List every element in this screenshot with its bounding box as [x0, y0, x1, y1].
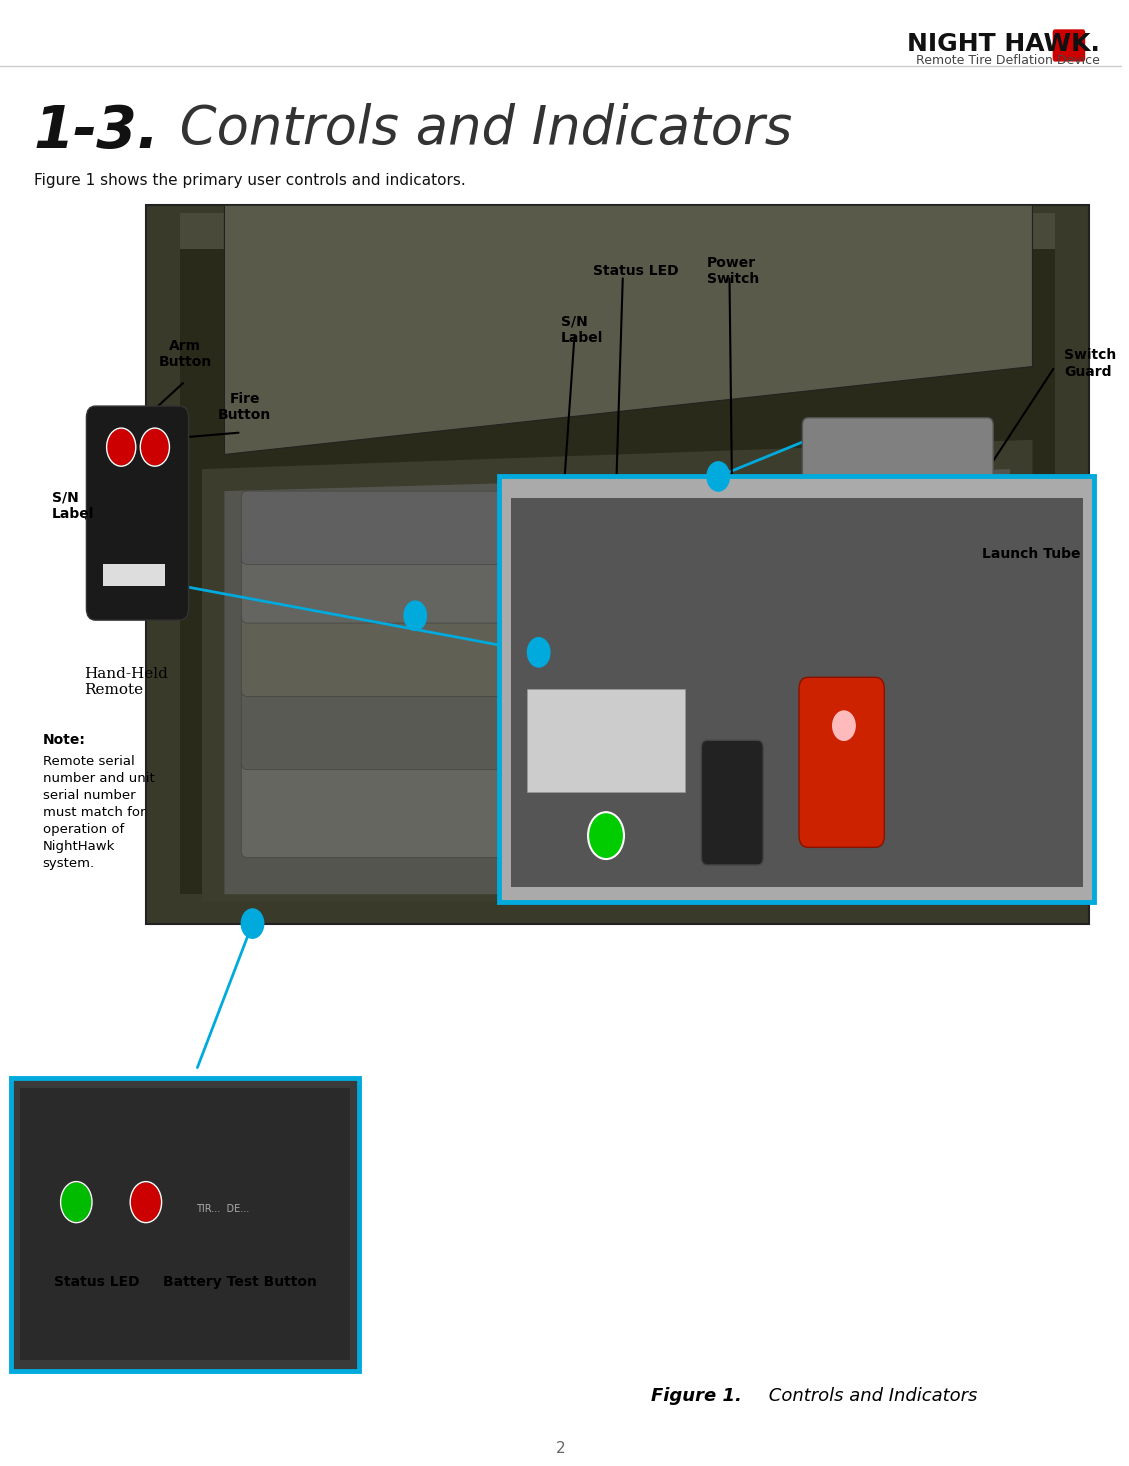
Text: Status LED: Status LED	[593, 264, 679, 279]
FancyBboxPatch shape	[87, 406, 189, 620]
Text: Note:: Note:	[43, 733, 86, 748]
Text: Switch
Guard: Switch Guard	[1064, 349, 1117, 378]
Circle shape	[62, 1183, 91, 1221]
Text: TIR...  DE...: TIR... DE...	[196, 1205, 250, 1214]
Circle shape	[131, 1183, 160, 1221]
Text: Hand-Held
Remote: Hand-Held Remote	[85, 667, 168, 698]
Text: Remote serial
number and unit
serial number
must match for
operation of
NightHaw: Remote serial number and unit serial num…	[43, 755, 155, 869]
FancyBboxPatch shape	[242, 550, 837, 623]
Text: 1: 1	[34, 103, 75, 160]
Circle shape	[589, 814, 623, 858]
Circle shape	[707, 462, 729, 491]
Text: Controls and Indicators: Controls and Indicators	[763, 1387, 978, 1404]
Circle shape	[141, 430, 168, 465]
Text: NIGHT HAWK.: NIGHT HAWK.	[907, 32, 1100, 56]
FancyBboxPatch shape	[242, 608, 869, 696]
FancyBboxPatch shape	[527, 689, 684, 792]
Polygon shape	[225, 469, 1010, 894]
Polygon shape	[180, 213, 1054, 249]
FancyBboxPatch shape	[510, 498, 1083, 887]
Circle shape	[404, 601, 427, 630]
FancyBboxPatch shape	[499, 476, 1094, 902]
Text: Arm
Button: Arm Button	[158, 339, 212, 369]
FancyBboxPatch shape	[180, 249, 1054, 894]
Text: Launch Tube: Launch Tube	[982, 547, 1080, 561]
Text: Power
Switch: Power Switch	[707, 257, 760, 286]
Text: Figure 1.: Figure 1.	[651, 1387, 742, 1404]
Polygon shape	[202, 440, 1032, 902]
Circle shape	[107, 430, 134, 465]
FancyBboxPatch shape	[103, 564, 165, 586]
FancyBboxPatch shape	[701, 740, 763, 865]
Text: S/N
Label: S/N Label	[561, 315, 604, 345]
Text: Figure 1 shows the primary user controls and indicators.: Figure 1 shows the primary user controls…	[34, 173, 465, 188]
FancyBboxPatch shape	[1052, 29, 1085, 62]
Text: Controls and Indicators: Controls and Indicators	[163, 103, 791, 154]
Text: Battery Test Button: Battery Test Button	[163, 1275, 316, 1290]
Text: Status LED: Status LED	[54, 1275, 140, 1290]
FancyBboxPatch shape	[242, 755, 926, 858]
Text: S/N
Label: S/N Label	[52, 491, 94, 520]
Text: -3.: -3.	[73, 103, 160, 160]
FancyBboxPatch shape	[799, 677, 884, 847]
Text: 2: 2	[557, 1441, 566, 1456]
FancyBboxPatch shape	[803, 418, 994, 550]
Circle shape	[833, 711, 855, 740]
Text: Fire
Button: Fire Button	[218, 391, 271, 422]
FancyBboxPatch shape	[146, 205, 1088, 924]
Polygon shape	[225, 205, 1032, 454]
Circle shape	[242, 909, 264, 938]
FancyBboxPatch shape	[20, 1088, 350, 1360]
FancyBboxPatch shape	[11, 1078, 359, 1371]
FancyBboxPatch shape	[242, 491, 814, 564]
FancyBboxPatch shape	[242, 682, 903, 770]
Circle shape	[527, 638, 550, 667]
Text: Remote Tire Deflation Device: Remote Tire Deflation Device	[916, 54, 1100, 67]
